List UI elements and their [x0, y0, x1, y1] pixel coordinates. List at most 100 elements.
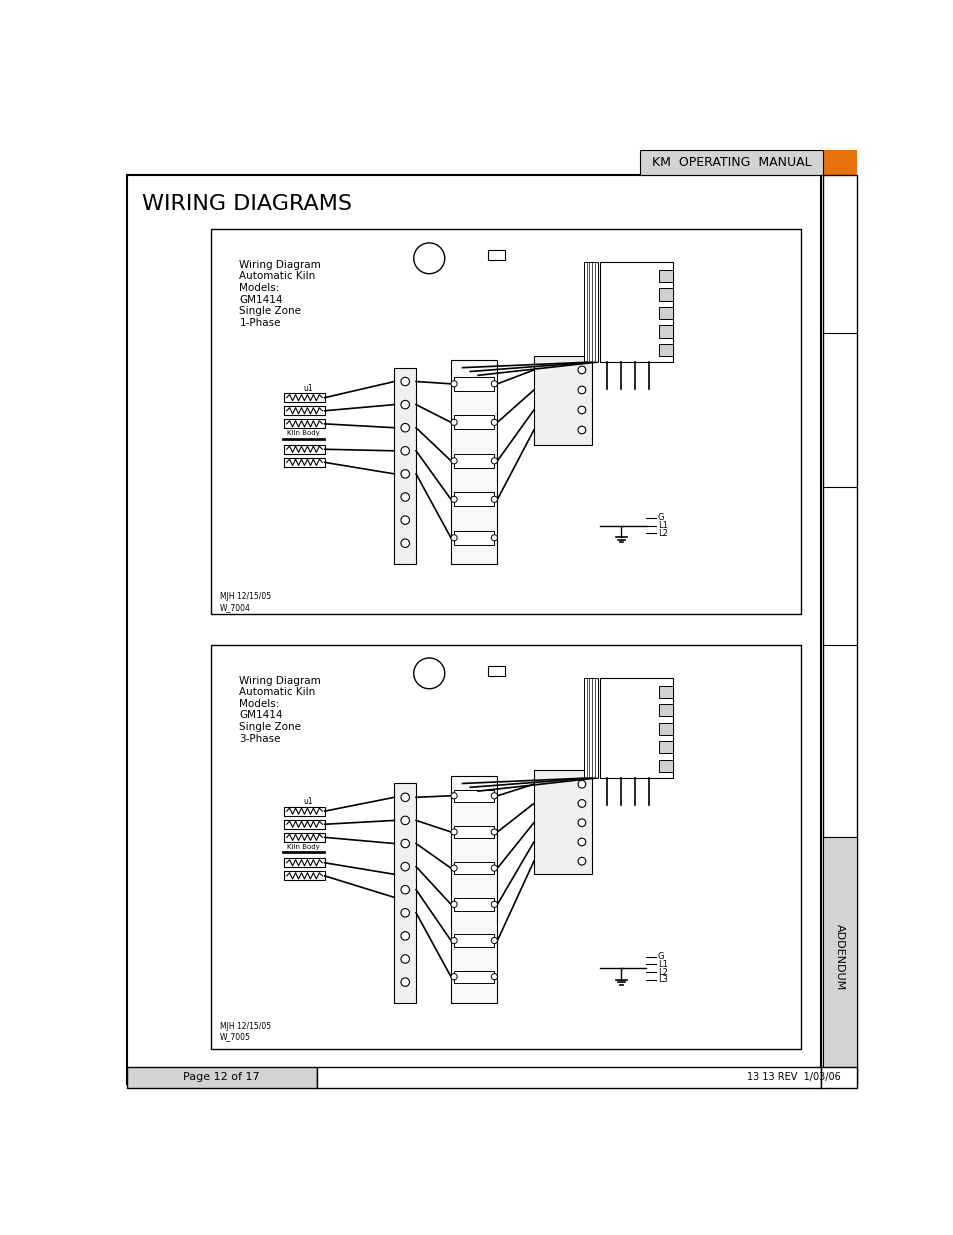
- Circle shape: [451, 902, 456, 908]
- Bar: [394, 368, 416, 564]
- Circle shape: [414, 243, 444, 274]
- Circle shape: [578, 406, 585, 414]
- Bar: [639, 149, 822, 175]
- Circle shape: [578, 799, 585, 808]
- Bar: [454, 898, 494, 910]
- Bar: [659, 760, 673, 772]
- Circle shape: [400, 400, 409, 409]
- Circle shape: [578, 387, 585, 394]
- Circle shape: [578, 819, 585, 826]
- Circle shape: [578, 426, 585, 433]
- Circle shape: [491, 380, 497, 387]
- Circle shape: [400, 978, 409, 987]
- Bar: [659, 288, 673, 300]
- Circle shape: [491, 829, 497, 835]
- Circle shape: [451, 973, 456, 979]
- Bar: [284, 393, 324, 403]
- Text: L3: L3: [658, 976, 667, 984]
- Bar: [820, 1067, 856, 1088]
- Text: MJH 12/15/05
W_7005: MJH 12/15/05 W_7005: [220, 1023, 271, 1041]
- Text: G: G: [658, 514, 663, 522]
- Circle shape: [400, 377, 409, 385]
- Circle shape: [451, 829, 456, 835]
- Bar: [394, 783, 416, 1003]
- Bar: [284, 871, 324, 881]
- Circle shape: [400, 862, 409, 871]
- Bar: [316, 1067, 820, 1088]
- Bar: [454, 826, 494, 839]
- Circle shape: [400, 909, 409, 918]
- Bar: [282, 851, 325, 852]
- Bar: [454, 454, 494, 468]
- Text: Kiln Body: Kiln Body: [287, 844, 320, 850]
- Text: L1: L1: [658, 521, 667, 530]
- Circle shape: [491, 937, 497, 944]
- Circle shape: [578, 857, 585, 864]
- Circle shape: [400, 469, 409, 478]
- Circle shape: [491, 793, 497, 799]
- Bar: [284, 858, 324, 867]
- Circle shape: [578, 366, 585, 374]
- Circle shape: [451, 496, 456, 503]
- Text: G: G: [658, 952, 663, 961]
- Bar: [599, 678, 673, 778]
- Bar: [659, 741, 673, 753]
- Bar: [822, 837, 856, 1076]
- Text: L1: L1: [658, 960, 667, 969]
- Bar: [659, 325, 673, 337]
- Bar: [583, 678, 598, 778]
- Bar: [284, 419, 324, 429]
- Bar: [488, 666, 505, 676]
- Bar: [454, 935, 494, 947]
- Circle shape: [451, 793, 456, 799]
- Circle shape: [400, 955, 409, 963]
- Bar: [454, 862, 494, 874]
- Bar: [211, 228, 801, 614]
- Circle shape: [400, 816, 409, 825]
- Circle shape: [451, 864, 456, 871]
- Circle shape: [400, 538, 409, 547]
- Bar: [659, 343, 673, 356]
- Bar: [284, 406, 324, 415]
- Bar: [282, 438, 325, 440]
- Circle shape: [400, 885, 409, 894]
- Bar: [659, 685, 673, 698]
- Bar: [659, 704, 673, 716]
- Circle shape: [491, 973, 497, 979]
- Bar: [454, 531, 494, 545]
- Circle shape: [578, 839, 585, 846]
- Bar: [583, 262, 598, 362]
- Bar: [211, 645, 801, 1049]
- Bar: [454, 971, 494, 983]
- Text: Page 12 of 17: Page 12 of 17: [183, 1072, 259, 1082]
- Bar: [534, 356, 592, 445]
- Text: Wiring Diagram
Automatic Kiln
Models:
GM1414
Single Zone
3-Phase: Wiring Diagram Automatic Kiln Models: GM…: [239, 676, 321, 743]
- Bar: [534, 771, 592, 874]
- Circle shape: [414, 658, 444, 689]
- Circle shape: [491, 496, 497, 503]
- Bar: [284, 832, 324, 842]
- Bar: [127, 1067, 316, 1088]
- Circle shape: [578, 781, 585, 788]
- Text: ADDENDUM: ADDENDUM: [834, 924, 844, 989]
- Bar: [659, 270, 673, 282]
- Text: L2: L2: [658, 529, 667, 537]
- Bar: [284, 458, 324, 467]
- Circle shape: [400, 516, 409, 525]
- Text: u1: u1: [303, 798, 313, 806]
- Bar: [454, 789, 494, 802]
- Text: WIRING DIAGRAMS: WIRING DIAGRAMS: [142, 194, 352, 214]
- Circle shape: [491, 902, 497, 908]
- Bar: [822, 149, 856, 175]
- Bar: [284, 445, 324, 454]
- Circle shape: [451, 419, 456, 425]
- Bar: [423, 668, 435, 678]
- Bar: [451, 776, 497, 1003]
- Circle shape: [491, 864, 497, 871]
- Circle shape: [491, 458, 497, 464]
- Circle shape: [451, 937, 456, 944]
- Bar: [454, 493, 494, 506]
- Bar: [284, 806, 324, 816]
- Circle shape: [400, 493, 409, 501]
- Circle shape: [400, 793, 409, 802]
